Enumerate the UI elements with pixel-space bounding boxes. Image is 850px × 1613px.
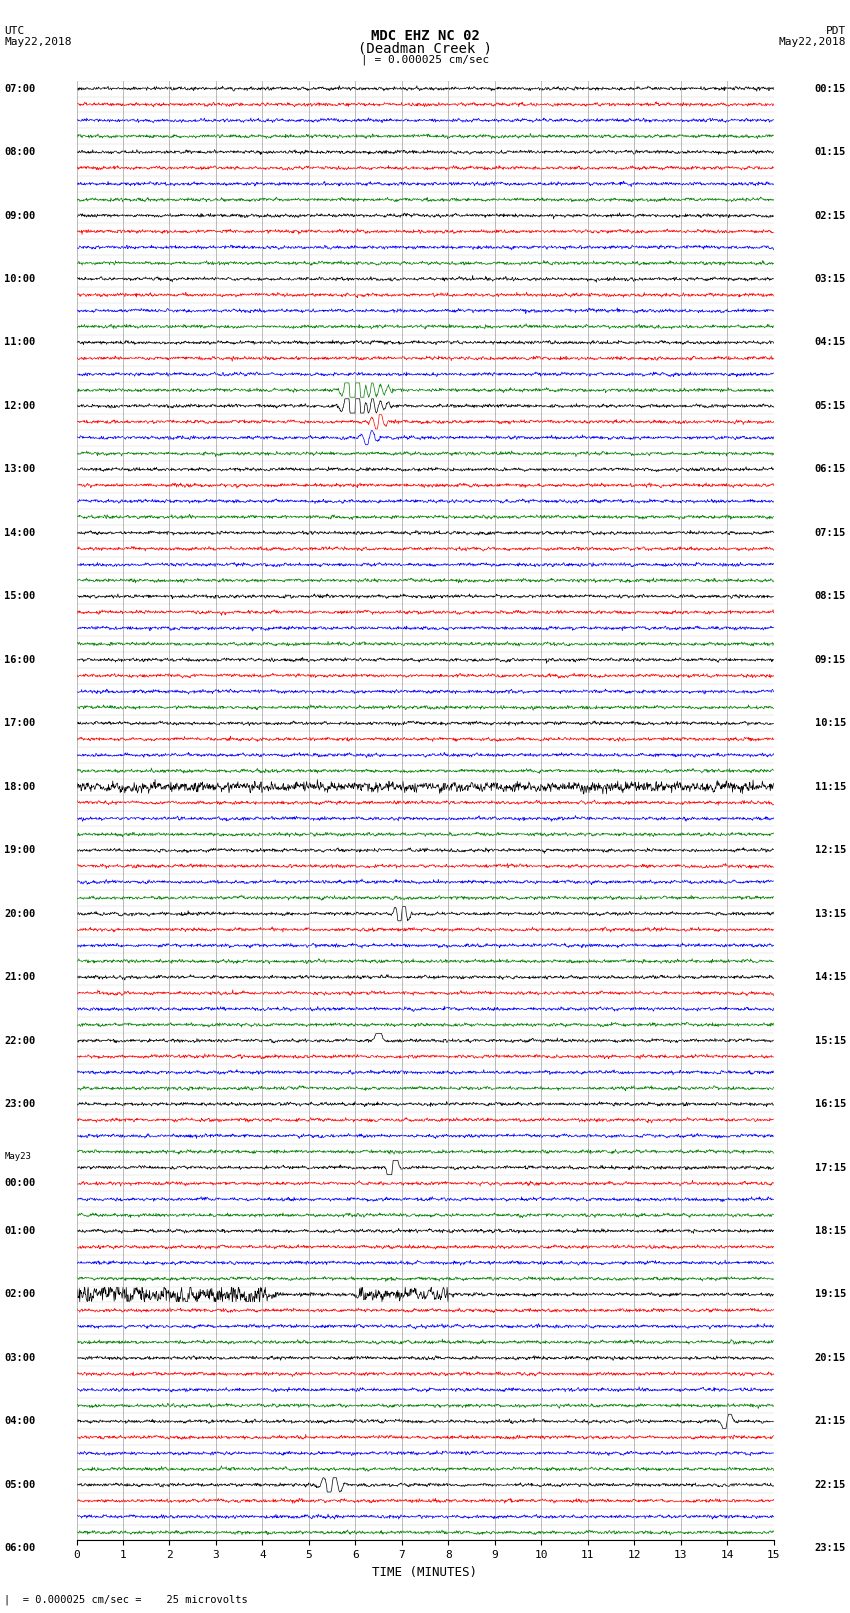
Text: 16:15: 16:15 [814, 1098, 846, 1110]
Text: 00:15: 00:15 [814, 84, 846, 94]
Text: 14:15: 14:15 [814, 973, 846, 982]
Text: 04:00: 04:00 [4, 1416, 36, 1426]
Text: 01:15: 01:15 [814, 147, 846, 156]
Text: 05:00: 05:00 [4, 1479, 36, 1490]
Text: 08:15: 08:15 [814, 592, 846, 602]
Text: PDT: PDT [825, 26, 846, 35]
Text: 04:15: 04:15 [814, 337, 846, 347]
Text: MDC EHZ NC 02: MDC EHZ NC 02 [371, 29, 479, 44]
Text: 02:00: 02:00 [4, 1289, 36, 1300]
Text: 19:00: 19:00 [4, 845, 36, 855]
Text: 09:00: 09:00 [4, 211, 36, 221]
Text: 23:00: 23:00 [4, 1098, 36, 1110]
Text: 10:00: 10:00 [4, 274, 36, 284]
Text: May23: May23 [4, 1152, 31, 1161]
Text: 21:15: 21:15 [814, 1416, 846, 1426]
Text: May22,2018: May22,2018 [779, 37, 846, 47]
Text: 21:00: 21:00 [4, 973, 36, 982]
Text: 19:15: 19:15 [814, 1289, 846, 1300]
Text: 15:00: 15:00 [4, 592, 36, 602]
Text: 03:00: 03:00 [4, 1353, 36, 1363]
Text: 10:15: 10:15 [814, 718, 846, 727]
Text: 18:00: 18:00 [4, 782, 36, 792]
Text: 17:00: 17:00 [4, 718, 36, 727]
Text: 13:15: 13:15 [814, 908, 846, 919]
Text: 08:00: 08:00 [4, 147, 36, 156]
Text: 14:00: 14:00 [4, 527, 36, 537]
Text: 01:00: 01:00 [4, 1226, 36, 1236]
Text: 15:15: 15:15 [814, 1036, 846, 1045]
X-axis label: TIME (MINUTES): TIME (MINUTES) [372, 1566, 478, 1579]
Text: 11:00: 11:00 [4, 337, 36, 347]
Text: 03:15: 03:15 [814, 274, 846, 284]
Text: 18:15: 18:15 [814, 1226, 846, 1236]
Text: 07:00: 07:00 [4, 84, 36, 94]
Text: 06:15: 06:15 [814, 465, 846, 474]
Text: 13:00: 13:00 [4, 465, 36, 474]
Text: 22:00: 22:00 [4, 1036, 36, 1045]
Text: 20:15: 20:15 [814, 1353, 846, 1363]
Text: 22:15: 22:15 [814, 1479, 846, 1490]
Text: 17:15: 17:15 [814, 1163, 846, 1173]
Text: May22,2018: May22,2018 [4, 37, 71, 47]
Text: 11:15: 11:15 [814, 782, 846, 792]
Text: 06:00: 06:00 [4, 1544, 36, 1553]
Text: 07:15: 07:15 [814, 527, 846, 537]
Text: 00:00: 00:00 [4, 1179, 36, 1189]
Text: 23:15: 23:15 [814, 1544, 846, 1553]
Text: 02:15: 02:15 [814, 211, 846, 221]
Text: (Deadman Creek ): (Deadman Creek ) [358, 42, 492, 56]
Text: 05:15: 05:15 [814, 402, 846, 411]
Text: 09:15: 09:15 [814, 655, 846, 665]
Text: 20:00: 20:00 [4, 908, 36, 919]
Text: | = 0.000025 cm/sec: | = 0.000025 cm/sec [361, 55, 489, 66]
Text: UTC: UTC [4, 26, 25, 35]
Text: 16:00: 16:00 [4, 655, 36, 665]
Text: |  = 0.000025 cm/sec =    25 microvolts: | = 0.000025 cm/sec = 25 microvolts [4, 1594, 248, 1605]
Text: 12:00: 12:00 [4, 402, 36, 411]
Text: 12:15: 12:15 [814, 845, 846, 855]
